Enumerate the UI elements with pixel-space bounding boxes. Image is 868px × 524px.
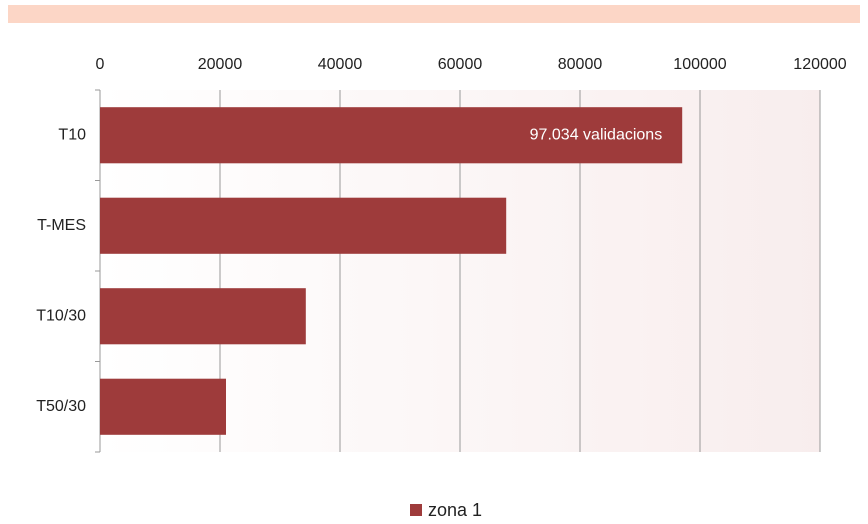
x-tick-label: 60000	[438, 56, 483, 73]
x-tick-label: 80000	[558, 56, 603, 73]
x-tick-label: 20000	[198, 56, 243, 73]
bar	[100, 197, 507, 254]
legend-label: zona 1	[428, 500, 482, 520]
y-tick-label: T50/30	[36, 398, 86, 415]
bar	[100, 107, 683, 164]
y-tick-label: T10	[58, 126, 86, 143]
x-tick-label: 40000	[318, 56, 363, 73]
x-tick-label: 100000	[673, 56, 726, 73]
data-label: 97.034 validacions	[530, 126, 663, 143]
legend-swatch	[410, 504, 422, 516]
y-tick-label: T-MES	[37, 217, 86, 234]
y-tick-label: T10/30	[36, 307, 86, 324]
x-tick-label: 0	[96, 56, 105, 73]
bar	[100, 288, 306, 345]
header-band	[8, 5, 860, 23]
bar	[100, 378, 226, 435]
x-tick-label: 120000	[793, 56, 846, 73]
